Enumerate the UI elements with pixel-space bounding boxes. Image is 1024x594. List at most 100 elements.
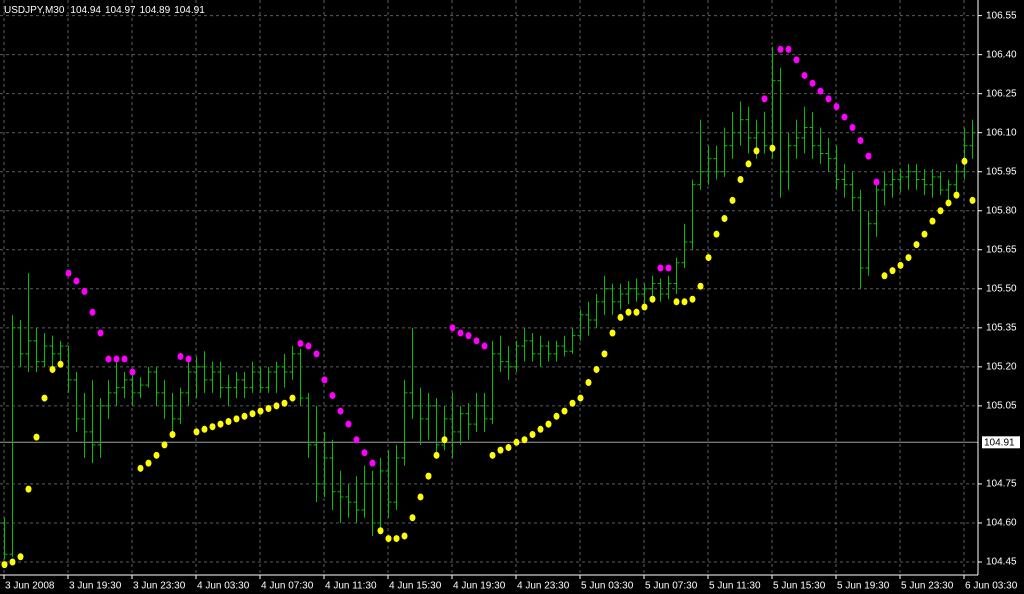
sar-dot <box>9 558 16 566</box>
sar-dot <box>825 95 832 103</box>
sar-dot <box>945 199 952 207</box>
header-low: 104.89 <box>140 5 171 16</box>
sar-dot <box>585 378 592 386</box>
sar-dot <box>185 355 192 363</box>
sar-dot <box>337 407 344 415</box>
x-tick-label: 6 Jun 03:30 <box>965 581 1018 592</box>
sar-dot <box>593 365 600 373</box>
sar-dot <box>329 391 336 399</box>
sar-dot <box>729 196 736 204</box>
sar-dot <box>513 438 520 446</box>
bars <box>1 46 976 560</box>
y-tick-label: 106.10 <box>986 127 1017 138</box>
sar-dot <box>369 459 376 467</box>
sar-dot <box>601 350 608 358</box>
sar-dot <box>777 45 784 53</box>
sar-dot <box>361 449 368 457</box>
sar-dot <box>833 103 840 111</box>
sar-dot <box>721 215 728 223</box>
sar-dot <box>225 417 232 425</box>
sar-dot <box>793 56 800 64</box>
sar-dot <box>265 404 272 412</box>
sar-dot <box>801 71 808 79</box>
sar-dot <box>241 412 248 420</box>
sar-dot <box>17 553 24 561</box>
sar-dot <box>153 451 160 459</box>
sar-dot <box>209 423 216 431</box>
sar-dot <box>617 313 624 321</box>
sar-dot <box>257 407 264 415</box>
sar-dot <box>961 157 968 165</box>
header-high: 104.97 <box>105 5 136 16</box>
sar-dot <box>177 352 184 360</box>
sar-dot <box>569 399 576 407</box>
sar-dot <box>713 230 720 238</box>
sar-dot <box>273 402 280 410</box>
sar-dot <box>193 428 200 436</box>
sar-dot <box>865 152 872 160</box>
x-tick-label: 3 Jun 23:30 <box>133 581 186 592</box>
sar-dot <box>489 451 496 459</box>
sar-dot <box>689 295 696 303</box>
x-tick-label: 5 Jun 03:30 <box>581 581 634 592</box>
sar-dot <box>889 267 896 275</box>
x-tick-label: 4 Jun 15:30 <box>389 581 442 592</box>
sar-dot <box>425 472 432 480</box>
y-tick-label: 105.65 <box>986 244 1017 255</box>
sar-dot <box>281 399 288 407</box>
sar-dot <box>857 136 864 144</box>
sar-dot <box>745 160 752 168</box>
x-tick-label: 4 Jun 11:30 <box>325 581 377 592</box>
sar-dot <box>1 561 8 569</box>
sar-dot <box>881 272 888 280</box>
y-tick-label: 106.25 <box>986 88 1017 99</box>
sar-dot <box>697 282 704 290</box>
sar-dot <box>529 431 536 439</box>
y-tick-label: 105.20 <box>986 361 1017 372</box>
sar-dot <box>465 332 472 340</box>
sar-dot <box>57 360 64 368</box>
sar-dot <box>385 535 392 543</box>
y-tick-label: 105.95 <box>986 166 1017 177</box>
x-tick-label: 5 Jun 11:30 <box>709 581 761 592</box>
sar-dot <box>49 365 56 373</box>
current-price-label: 104.91 <box>984 437 1015 448</box>
y-tick-label: 105.50 <box>986 283 1017 294</box>
sar-dot <box>969 196 976 204</box>
sar-dot <box>33 433 40 441</box>
sar-dot <box>817 87 824 95</box>
sar-dot <box>937 207 944 215</box>
sar-dot <box>97 329 104 337</box>
sar-dot <box>201 425 208 433</box>
sar-dot <box>681 298 688 306</box>
chart-header: USDJPY,M30 104.94 104.97 104.89 104.91 <box>4 5 205 16</box>
sar-dot <box>121 355 128 363</box>
sar-dot <box>521 436 528 444</box>
x-tick-label: 5 Jun 19:30 <box>837 581 890 592</box>
sar-dot <box>457 329 464 337</box>
parabolic-sar <box>1 45 976 569</box>
sar-dot <box>81 287 88 295</box>
sar-dot <box>217 420 224 428</box>
current-price-box <box>982 436 1020 449</box>
sar-dot <box>313 350 320 358</box>
x-tick-label: 3 Jun 2008 <box>5 581 55 592</box>
sar-dot <box>953 191 960 199</box>
sar-dot <box>321 376 328 384</box>
sar-dot <box>393 535 400 543</box>
sar-dot <box>849 123 856 131</box>
y-tick-label: 105.05 <box>986 401 1017 412</box>
sar-dot <box>761 95 768 103</box>
x-tick-label: 4 Jun 03:30 <box>197 581 250 592</box>
sar-dot <box>905 254 912 262</box>
sar-dot <box>577 394 584 402</box>
sar-dot <box>345 420 352 428</box>
y-tick-label: 104.75 <box>986 479 1017 490</box>
sar-dot <box>409 514 416 522</box>
sar-dot <box>785 45 792 53</box>
y-tick-label: 105.35 <box>986 322 1017 333</box>
x-tick-label: 3 Jun 19:30 <box>69 581 122 592</box>
sar-dot <box>737 176 744 184</box>
x-tick-label: 5 Jun 15:30 <box>773 581 826 592</box>
